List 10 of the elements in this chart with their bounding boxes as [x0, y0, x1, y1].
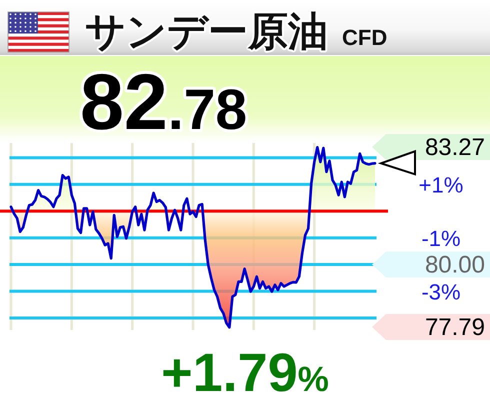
- y-tick-label: +1%: [418, 172, 464, 197]
- text: 77.79: [424, 314, 485, 340]
- text: 83.27: [424, 134, 485, 160]
- text: 80.00: [424, 250, 485, 278]
- y-tick-label: -1%: [421, 225, 461, 250]
- text: +1.79%: [161, 343, 329, 403]
- annotation: 82.78: [80, 57, 248, 146]
- y-tick-label: -3%: [421, 278, 461, 304]
- chart-subtitle: CFD: [342, 25, 388, 50]
- chart-title: サンデー原油: [85, 9, 328, 55]
